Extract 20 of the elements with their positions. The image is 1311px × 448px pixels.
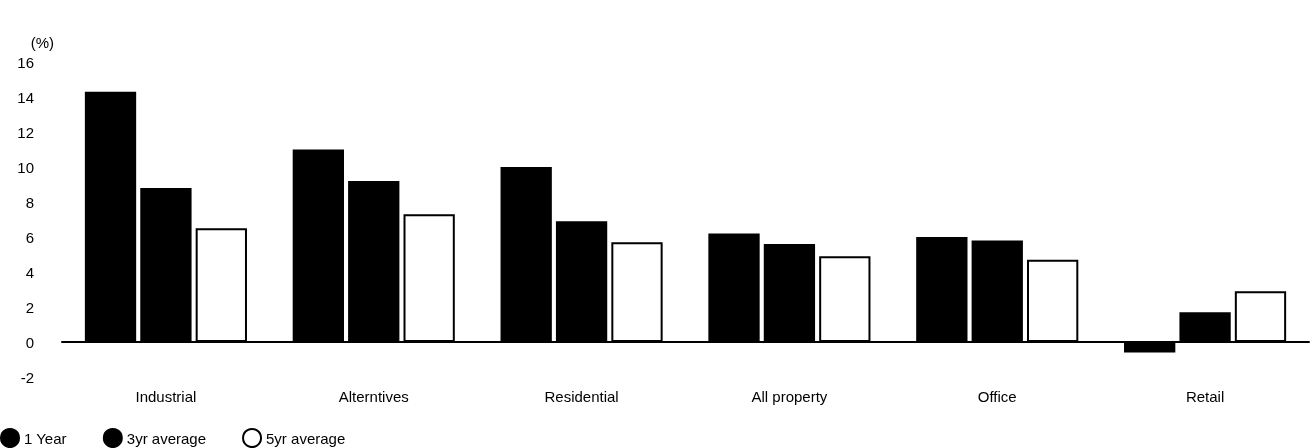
y-tick-label: 0: [25, 333, 34, 351]
x-tick-label: Retail: [1185, 388, 1225, 405]
y-axis-title: (%): [30, 34, 54, 51]
legend-label: 3yr average: [126, 429, 207, 447]
x-tick-label: Industrial: [135, 388, 197, 405]
legend-label: 1 Year: [24, 429, 67, 447]
x-tick-label: Alterntives: [338, 388, 409, 405]
y-tick-label: 16: [17, 53, 34, 71]
y-tick-label: 10: [17, 158, 34, 176]
y-tick-label: 14: [17, 88, 34, 106]
x-tick-label: Office: [977, 388, 1017, 405]
x-tick-label: All property: [751, 388, 828, 405]
legend-label: 5yr average: [266, 429, 346, 447]
y-tick-label: 2: [25, 298, 34, 316]
y-tick-label: 12: [17, 123, 34, 141]
y-tick-label: 4: [25, 263, 34, 281]
y-tick-label: -2: [20, 368, 34, 386]
y-tick-label: 6: [25, 228, 34, 246]
x-tick-label: Residential: [544, 388, 619, 405]
y-tick-label: 8: [25, 193, 34, 211]
